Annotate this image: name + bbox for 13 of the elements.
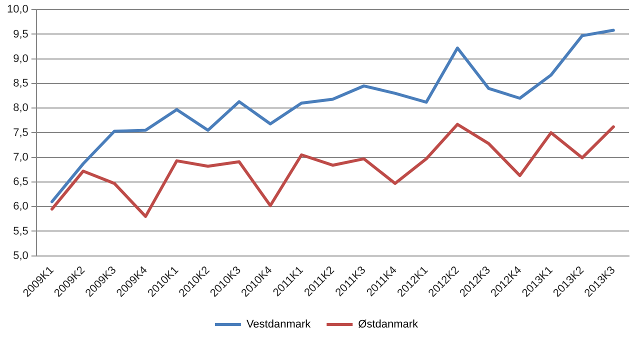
y-tick-label: 8,5 [13,78,28,90]
legend-label: Vestdanmark [246,318,312,331]
y-tick-label: 8,0 [13,102,28,114]
legend-label: Østdanmark [358,318,419,331]
y-tick-label: 6,5 [13,176,28,188]
y-tick-label: 7,5 [13,126,28,139]
y-tick-label: 10,0 [6,4,28,16]
y-tick-label: 7,0 [13,151,28,164]
y-tick-label: 6,0 [13,200,28,213]
y-tick-label: 9,0 [13,52,28,65]
y-tick-label: 9,5 [13,28,28,40]
y-tick-label: 5,0 [13,250,28,262]
y-tick-label: 5,5 [13,225,28,238]
